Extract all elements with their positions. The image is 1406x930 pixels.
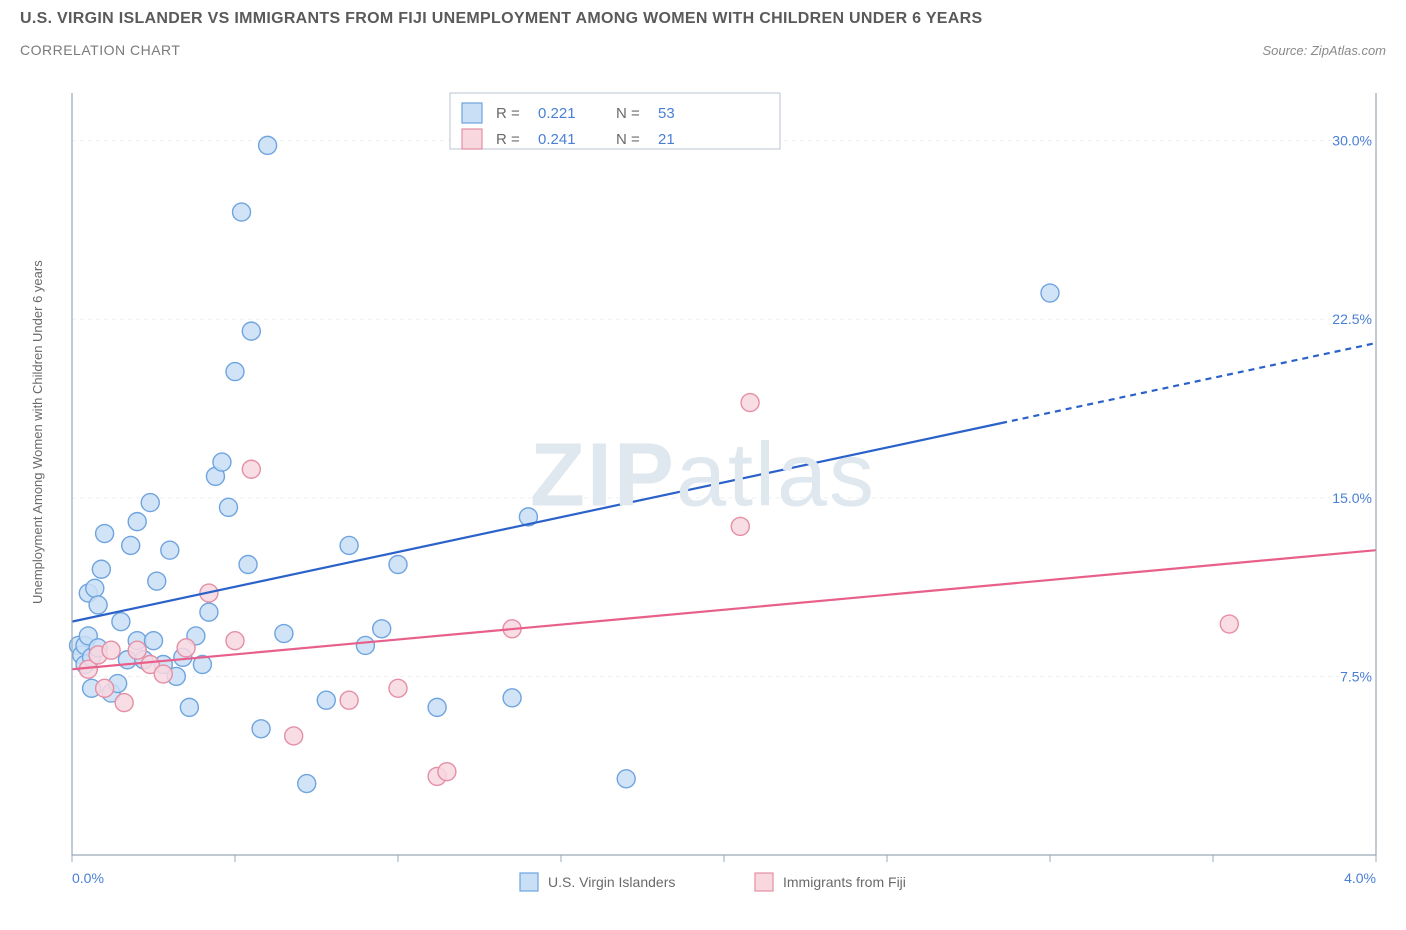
svg-text:U.S. Virgin Islanders: U.S. Virgin Islanders xyxy=(548,874,675,890)
svg-text:7.5%: 7.5% xyxy=(1340,668,1372,684)
chart-title: U.S. VIRGIN ISLANDER VS IMMIGRANTS FROM … xyxy=(20,10,1386,28)
svg-text:0.241: 0.241 xyxy=(538,131,576,148)
svg-text:0.221: 0.221 xyxy=(538,105,576,122)
svg-text:22.5%: 22.5% xyxy=(1332,311,1372,327)
svg-text:4.0%: 4.0% xyxy=(1344,870,1376,886)
source-label: Source: ZipAtlas.com xyxy=(1262,43,1386,58)
svg-text:0.0%: 0.0% xyxy=(72,870,104,886)
svg-text:30.0%: 30.0% xyxy=(1332,133,1372,149)
svg-text:15.0%: 15.0% xyxy=(1332,490,1372,506)
correlation-scatter-chart: 7.5% 15.0% 22.5% 30.0% 0.0% 4.0% Unemployment … xyxy=(20,75,1386,910)
svg-text:N =: N = xyxy=(616,105,640,122)
svg-text:Unemployment Among Women with: Unemployment Among Women with Children U… xyxy=(30,260,45,604)
svg-text:21: 21 xyxy=(658,131,675,148)
chart-subtitle: CORRELATION CHART xyxy=(20,42,180,58)
svg-text:N =: N = xyxy=(616,131,640,148)
svg-text:R =: R = xyxy=(496,131,520,148)
svg-text:R =: R = xyxy=(496,105,520,122)
svg-text:Immigrants from Fiji: Immigrants from Fiji xyxy=(783,874,906,890)
svg-text:53: 53 xyxy=(658,105,675,122)
